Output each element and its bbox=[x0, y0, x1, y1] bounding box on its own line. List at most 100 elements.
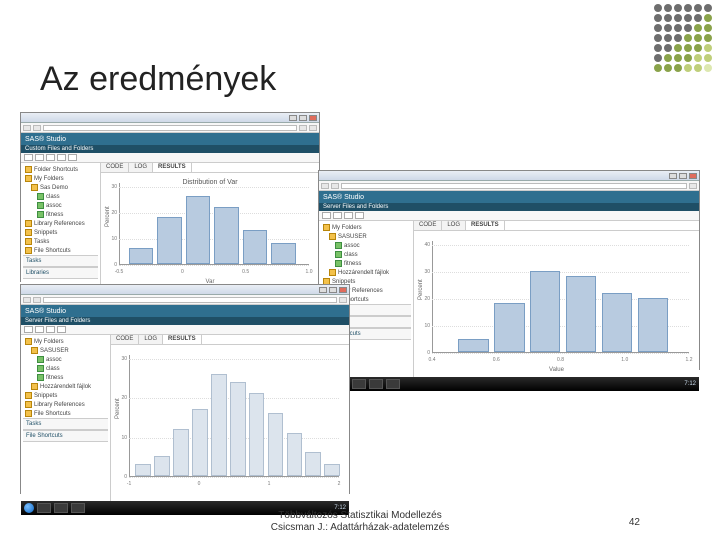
x-tick-label: 2 bbox=[338, 481, 341, 487]
tree-item[interactable]: My Folders bbox=[321, 223, 411, 232]
tool-open[interactable] bbox=[333, 212, 342, 219]
tree-item[interactable]: Folder Shortcuts bbox=[23, 165, 98, 174]
close-button[interactable] bbox=[689, 173, 697, 179]
task-item[interactable] bbox=[386, 379, 400, 389]
tree-item-label: Library References bbox=[34, 221, 85, 227]
tree-item[interactable]: fitness bbox=[23, 373, 108, 382]
url-bar[interactable] bbox=[43, 125, 297, 131]
tab-code[interactable]: CODE bbox=[101, 163, 129, 172]
dot-icon bbox=[684, 14, 692, 22]
y-tick-label: 10 bbox=[105, 236, 117, 242]
tree-item[interactable]: fitness bbox=[321, 259, 411, 268]
menu-button[interactable] bbox=[339, 297, 347, 303]
task-item[interactable] bbox=[352, 379, 366, 389]
tree-item[interactable]: Library References bbox=[23, 219, 98, 228]
tab-results[interactable]: RESULTS bbox=[153, 163, 192, 172]
tab-log[interactable]: LOG bbox=[129, 163, 153, 172]
minimize-button[interactable] bbox=[319, 287, 327, 293]
tree-item[interactable]: My Folders bbox=[23, 337, 108, 346]
tool-refresh[interactable] bbox=[355, 212, 364, 219]
tree-item[interactable]: class bbox=[23, 364, 108, 373]
task-item[interactable] bbox=[37, 503, 51, 513]
tree-item[interactable]: assoc bbox=[23, 201, 98, 210]
maximize-button[interactable] bbox=[299, 115, 307, 121]
tool-run[interactable] bbox=[344, 212, 353, 219]
tool-new[interactable] bbox=[322, 212, 331, 219]
y-tick-label: 20 bbox=[115, 395, 127, 401]
tab-log[interactable]: LOG bbox=[442, 221, 466, 230]
tree-item[interactable]: assoc bbox=[23, 355, 108, 364]
forward-button[interactable] bbox=[331, 183, 339, 189]
tree-item[interactable]: Tasks bbox=[23, 237, 98, 246]
tree-item[interactable]: File Shortcuts bbox=[23, 246, 98, 255]
main-panel: CODE LOG RESULTS Distribution of Var Per… bbox=[101, 163, 319, 289]
tool-save[interactable] bbox=[46, 154, 55, 161]
footer: Többváltozós Statisztikai Modellezés Csi… bbox=[271, 510, 449, 534]
tree-item[interactable]: Snippets bbox=[23, 228, 98, 237]
dot-icon bbox=[654, 54, 662, 62]
menu-button[interactable] bbox=[309, 125, 317, 131]
url-bar[interactable] bbox=[341, 183, 687, 189]
x-tick-label: 0 bbox=[181, 269, 184, 275]
tab-results[interactable]: RESULTS bbox=[163, 335, 202, 344]
back-button[interactable] bbox=[23, 297, 31, 303]
tab-code[interactable]: CODE bbox=[111, 335, 139, 344]
tree-item[interactable]: Hozzárendelt fájlok bbox=[321, 268, 411, 277]
y-tick-label: 20 bbox=[418, 296, 430, 302]
menu-button[interactable] bbox=[689, 183, 697, 189]
dot-icon bbox=[694, 34, 702, 42]
tree-item[interactable]: File Shortcuts bbox=[23, 409, 108, 418]
dot-icon bbox=[664, 44, 672, 52]
task-item[interactable] bbox=[369, 379, 383, 389]
histogram-bar bbox=[271, 243, 296, 264]
minimize-button[interactable] bbox=[669, 173, 677, 179]
forward-button[interactable] bbox=[33, 125, 41, 131]
table-icon bbox=[37, 374, 44, 381]
tree-item[interactable]: Hozzárendelt fájlok bbox=[23, 382, 108, 391]
folder-icon bbox=[25, 338, 32, 345]
sidebar-tree: My FoldersSASUSERassocclassfitnessHozzár… bbox=[21, 335, 111, 501]
tree-item[interactable]: Sas Demo bbox=[23, 183, 98, 192]
task-item[interactable] bbox=[71, 503, 85, 513]
tool-new[interactable] bbox=[24, 326, 33, 333]
tab-code[interactable]: CODE bbox=[414, 221, 442, 230]
tab-log[interactable]: LOG bbox=[139, 335, 163, 344]
section-header[interactable]: File Shortcuts bbox=[23, 430, 108, 442]
histogram-bar bbox=[566, 276, 597, 352]
bookmark-button[interactable] bbox=[299, 125, 307, 131]
section-header[interactable]: Libraries bbox=[23, 267, 98, 279]
url-bar[interactable] bbox=[43, 297, 337, 303]
maximize-button[interactable] bbox=[329, 287, 337, 293]
close-button[interactable] bbox=[339, 287, 347, 293]
back-button[interactable] bbox=[23, 125, 31, 131]
tool-refresh[interactable] bbox=[57, 326, 66, 333]
tool-new[interactable] bbox=[24, 154, 33, 161]
x-tick-label: 0 bbox=[198, 481, 201, 487]
tool-open[interactable] bbox=[35, 326, 44, 333]
tree-item[interactable]: fitness bbox=[23, 210, 98, 219]
tree-item[interactable]: class bbox=[23, 192, 98, 201]
maximize-button[interactable] bbox=[679, 173, 687, 179]
tree-item[interactable]: Library References bbox=[23, 400, 108, 409]
tree-item[interactable]: SASUSER bbox=[321, 232, 411, 241]
forward-button[interactable] bbox=[33, 297, 41, 303]
tree-item[interactable]: assoc bbox=[321, 241, 411, 250]
tool-open[interactable] bbox=[35, 154, 44, 161]
close-button[interactable] bbox=[309, 115, 317, 121]
tree-item[interactable]: Snippets bbox=[23, 391, 108, 400]
tool-save[interactable] bbox=[46, 326, 55, 333]
back-button[interactable] bbox=[321, 183, 329, 189]
task-item[interactable] bbox=[54, 503, 68, 513]
minimize-button[interactable] bbox=[289, 115, 297, 121]
tab-results[interactable]: RESULTS bbox=[466, 221, 505, 230]
folder-icon bbox=[25, 238, 32, 245]
tool-delete[interactable] bbox=[68, 154, 77, 161]
tree-item[interactable]: My Folders bbox=[23, 174, 98, 183]
section-header[interactable]: Tasks bbox=[23, 418, 108, 430]
section-header[interactable]: Tasks bbox=[23, 255, 98, 267]
start-orb-icon[interactable] bbox=[24, 503, 34, 513]
tree-item[interactable]: SASUSER bbox=[23, 346, 108, 355]
tool-refresh[interactable] bbox=[57, 154, 66, 161]
page-number: 42 bbox=[629, 517, 640, 528]
tree-item[interactable]: class bbox=[321, 250, 411, 259]
